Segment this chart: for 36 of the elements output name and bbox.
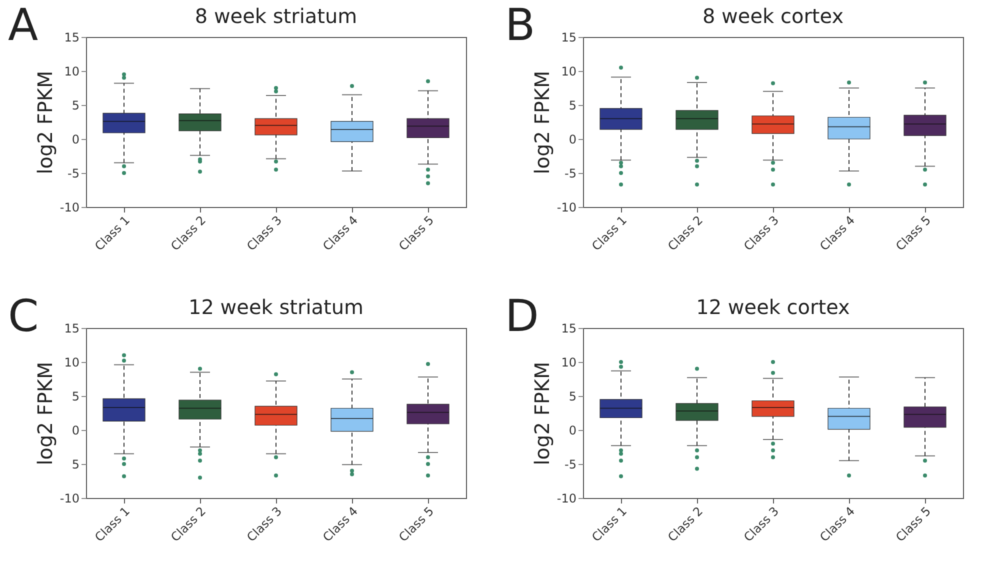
y-tick-label: 15 — [561, 30, 576, 44]
y-axis-title: log2 FPKM — [530, 70, 554, 174]
chart-title: 12 week cortex — [696, 295, 850, 319]
chart-title: 8 week striatum — [194, 4, 358, 28]
y-tick-label: 10 — [64, 64, 80, 78]
y-tick-label: 15 — [64, 322, 80, 336]
y-axis-title: log2 FPKM — [32, 362, 57, 466]
y-tick-label: -10 — [556, 200, 576, 214]
y-tick-label: -10 — [556, 492, 576, 506]
text: C — [8, 291, 39, 342]
y-tick-label: -5 — [564, 458, 576, 472]
y-tick-label: -10 — [60, 200, 80, 214]
chart-title: 12 week striatum — [188, 295, 364, 319]
y-tick-label: 10 — [561, 356, 576, 370]
y-tick-label: -5 — [68, 166, 80, 180]
y-axis-title: log2 FPKM — [530, 362, 554, 466]
y-tick-label: 10 — [64, 356, 80, 370]
y-tick-label: 5 — [72, 390, 80, 404]
y-tick-label: 10 — [561, 64, 576, 78]
y-tick-label: 0 — [568, 424, 576, 438]
y-tick-label: 15 — [561, 322, 576, 336]
y-tick-label: 0 — [568, 132, 576, 146]
y-tick-label: -10 — [60, 492, 80, 506]
text: A — [8, 0, 38, 51]
text: B — [505, 0, 536, 51]
y-tick-label: -5 — [564, 166, 576, 180]
y-tick-label: 15 — [64, 30, 80, 44]
y-tick-label: 5 — [568, 390, 576, 404]
y-tick-label: 0 — [72, 424, 80, 438]
text: D — [505, 291, 539, 342]
y-tick-label: 5 — [72, 458, 80, 472]
y-tick-label: 0 — [72, 132, 80, 146]
y-axis-title: log2 FPKM — [32, 70, 57, 174]
chart-title: 8 week cortex — [702, 4, 844, 28]
y-tick-label: 5 — [568, 98, 576, 112]
y-tick-label: 5 — [72, 98, 80, 112]
